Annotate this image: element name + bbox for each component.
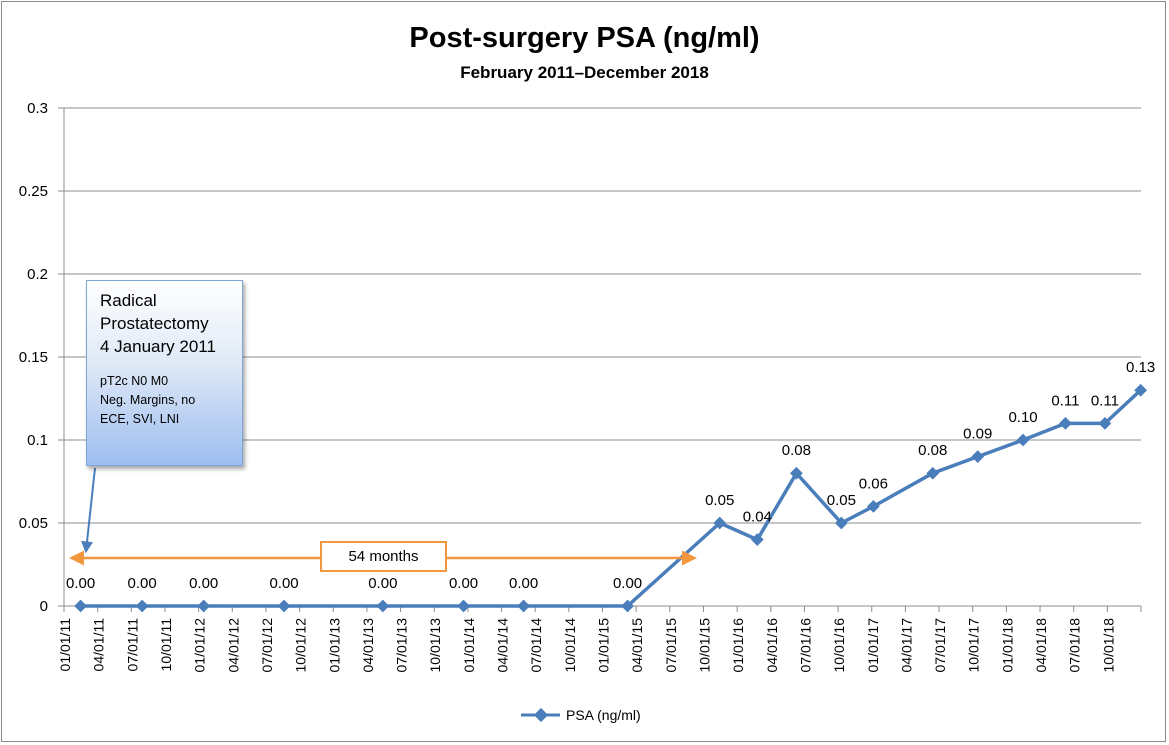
data-point bbox=[197, 599, 211, 613]
x-tick-label: 07/01/13 bbox=[394, 618, 410, 673]
x-tick-label: 07/01/18 bbox=[1067, 618, 1083, 673]
x-tick-label: 10/01/15 bbox=[696, 618, 712, 673]
data-label: 0.00 bbox=[613, 575, 642, 592]
y-tick-label: 0 bbox=[40, 598, 48, 615]
data-label: 0.00 bbox=[509, 575, 538, 592]
data-label: 0.06 bbox=[859, 475, 888, 492]
legend-marker bbox=[533, 707, 549, 723]
data-point bbox=[1059, 417, 1072, 430]
x-tick-label: 01/01/11 bbox=[57, 618, 73, 672]
data-point bbox=[376, 599, 390, 613]
x-tick-label: 04/01/12 bbox=[225, 618, 241, 673]
data-label: 0.05 bbox=[705, 492, 734, 509]
callout-detail-line: pT2c N0 M0 bbox=[100, 374, 169, 388]
callout-pointer bbox=[81, 467, 96, 554]
x-tick-label: 04/01/14 bbox=[495, 618, 511, 673]
data-label: 0.00 bbox=[66, 575, 95, 592]
x-tick-label: 10/01/16 bbox=[831, 618, 847, 673]
x-axis-ticks: 01/01/11 04/01/11 07/01/11 10/01/11 01/01/12… bbox=[57, 606, 1142, 673]
y-tick-label: 0.05 bbox=[19, 515, 48, 532]
callout-line: Radical bbox=[100, 291, 157, 310]
chart-title: Post-surgery PSA (ng/ml) bbox=[409, 22, 760, 54]
data-label: 0.00 bbox=[189, 575, 218, 592]
x-tick-label: 10/01/13 bbox=[427, 618, 443, 673]
x-tick-label: 01/01/16 bbox=[730, 618, 746, 673]
data-point bbox=[1016, 433, 1030, 447]
callout-title: Radical Prostatectomy 4 January 2011 bbox=[100, 289, 232, 358]
x-tick-label: 10/01/11 bbox=[158, 618, 174, 672]
x-tick-label: 07/01/12 bbox=[259, 618, 275, 673]
y-axis-ticks: 0 0.05 0.1 0.15 0.2 0.25 0.3 bbox=[19, 100, 64, 615]
data-point bbox=[135, 599, 149, 613]
data-label: 0.08 bbox=[918, 442, 947, 459]
data-label: 0.11 bbox=[1091, 392, 1119, 409]
surgery-callout: Radical Prostatectomy 4 January 2011 pT2… bbox=[86, 280, 243, 466]
x-tick-label: 04/01/15 bbox=[629, 618, 645, 673]
x-tick-label: 01/01/14 bbox=[461, 618, 477, 673]
data-label: 0.08 bbox=[782, 442, 811, 459]
x-tick-label: 01/01/12 bbox=[192, 618, 208, 673]
data-label: 0.00 bbox=[269, 575, 298, 592]
y-tick-label: 0.15 bbox=[19, 349, 48, 366]
x-tick-label: 04/01/16 bbox=[764, 618, 780, 673]
data-label: 0.00 bbox=[368, 575, 397, 592]
x-tick-label: 04/01/18 bbox=[1033, 618, 1049, 673]
data-labels: 0.00 0.00 0.00 0.00 0.00 0.00 0.00 0.00 0.05 0.04… bbox=[66, 359, 1155, 592]
x-tick-label: 01/01/17 bbox=[865, 618, 881, 673]
x-tick-label: 07/01/11 bbox=[124, 618, 140, 672]
x-tick-label: 07/01/16 bbox=[797, 618, 813, 673]
data-point bbox=[277, 599, 291, 613]
data-label: 0.10 bbox=[1008, 409, 1037, 426]
y-tick-label: 0.2 bbox=[27, 266, 48, 283]
data-label: 0.09 bbox=[963, 426, 992, 443]
y-tick-label: 0.3 bbox=[27, 100, 48, 117]
chart-subtitle: February 2011–December 2018 bbox=[460, 63, 709, 82]
callout-detail-line: Neg. Margins, no bbox=[100, 393, 196, 407]
data-point bbox=[971, 450, 985, 463]
x-tick-label: 10/01/18 bbox=[1100, 618, 1116, 673]
legend-label: PSA (ng/ml) bbox=[566, 707, 641, 723]
x-tick-label: 04/01/11 bbox=[91, 618, 107, 672]
data-label: 0.00 bbox=[128, 575, 157, 592]
data-label: 0.13 bbox=[1126, 359, 1155, 376]
x-tick-label: 10/01/17 bbox=[966, 618, 982, 673]
x-tick-label: 07/01/14 bbox=[528, 618, 544, 673]
x-tick-label: 07/01/17 bbox=[932, 618, 948, 673]
x-tick-label: 01/01/18 bbox=[999, 618, 1015, 673]
x-tick-label: 01/01/15 bbox=[596, 618, 612, 673]
span-label: 54 months bbox=[320, 541, 447, 572]
y-gridlines bbox=[64, 107, 1141, 524]
data-point bbox=[74, 599, 87, 613]
legend: PSA (ng/ml) bbox=[521, 707, 641, 723]
callout-detail-line: ECE, SVI, LNI bbox=[100, 412, 180, 426]
x-tick-label: 01/01/13 bbox=[326, 618, 342, 673]
data-point bbox=[517, 599, 530, 613]
y-tick-label: 0.1 bbox=[27, 432, 48, 449]
y-tick-label: 0.25 bbox=[19, 183, 48, 200]
callout-line: 4 January 2011 bbox=[100, 337, 216, 356]
data-label: 0.04 bbox=[743, 509, 772, 526]
data-label: 0.05 bbox=[827, 492, 856, 509]
data-label: 0.00 bbox=[449, 575, 478, 592]
x-tick-label: 10/01/12 bbox=[293, 618, 309, 673]
callout-detail: pT2c N0 M0 Neg. Margins, no ECE, SVI, LN… bbox=[100, 372, 232, 429]
x-tick-label: 04/01/13 bbox=[360, 618, 376, 673]
callout-line: Prostatectomy bbox=[100, 314, 209, 333]
data-label: 0.11 bbox=[1051, 392, 1079, 409]
x-tick-label: 04/01/17 bbox=[898, 618, 914, 673]
x-tick-label: 07/01/15 bbox=[663, 618, 679, 673]
x-tick-label: 10/01/14 bbox=[562, 618, 578, 673]
